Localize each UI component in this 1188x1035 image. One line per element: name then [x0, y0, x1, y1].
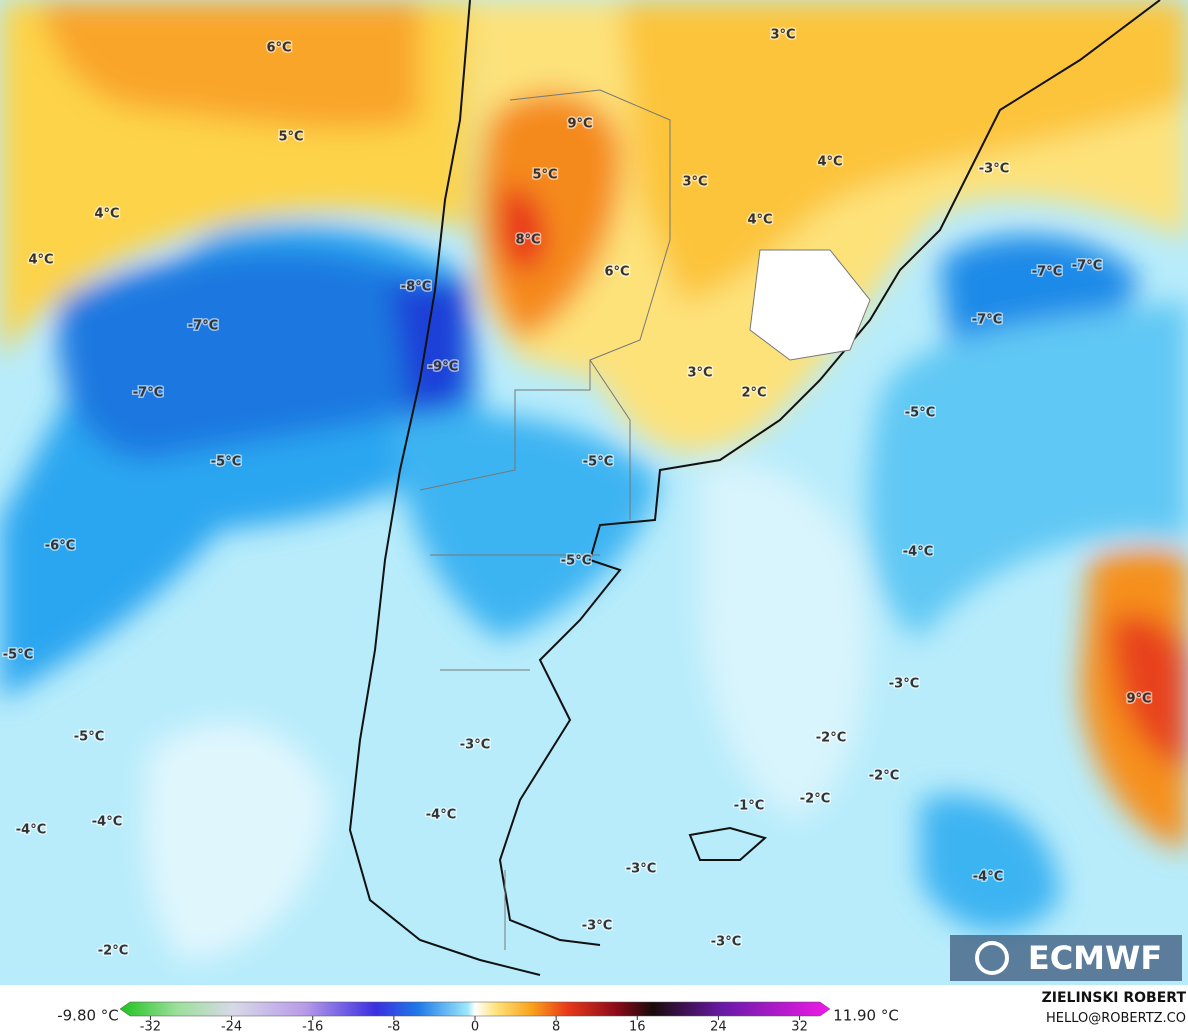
coastlines [348, 0, 1161, 976]
temperature-label: 5°C [532, 168, 557, 183]
map-labels: 6°C 5°C 4°C 4°C -8°C -7°C -9°C -7°C -5°C -6°C -5°C… [1, 26, 1153, 960]
temperature-label: -5°C [561, 554, 591, 569]
temperature-label: -3°C [582, 919, 612, 934]
temperature-label: 3°C [687, 366, 712, 381]
temperature-label: -5°C [211, 455, 241, 470]
temperature-label: -7°C [1072, 259, 1102, 274]
colorbar-min: -9.80 °C [57, 1007, 119, 1025]
temperature-label: -2°C [816, 731, 846, 746]
colorbar-max: 11.90 °C [833, 1007, 899, 1025]
temperature-label: 4°C [817, 155, 842, 170]
logo-text: ECMWF [1028, 939, 1162, 977]
temperature-label: 3°C [682, 175, 707, 190]
temperature-label: 3°C [770, 28, 795, 43]
temperature-label: 4°C [94, 207, 119, 222]
logo: ECMWF [950, 935, 1182, 981]
temperature-label: -4°C [903, 545, 933, 560]
temperature-label: 4°C [747, 213, 772, 228]
temperature-label: -1°C [734, 799, 764, 814]
temperature-label: -5°C [74, 730, 104, 745]
temperature-label: 4°C [28, 253, 53, 268]
temperature-label: -2°C [98, 944, 128, 959]
temperature-label: -7°C [188, 319, 218, 334]
temperature-label: 6°C [604, 265, 629, 280]
temperature-label: 6°C [266, 41, 291, 56]
temperature-label: -6°C [45, 539, 75, 554]
temperature-label: -8°C [401, 280, 431, 295]
temperature-label: -4°C [426, 808, 456, 823]
colorbar-tick-label: 16 [629, 1020, 646, 1035]
colorbar-tick-label: 0 [471, 1020, 479, 1035]
colorbar-tick-label: -32 [140, 1020, 161, 1035]
colorbar [119, 1001, 831, 1017]
credit-name: ZIELINSKI ROBERT [1042, 990, 1187, 1006]
logo-icon [975, 941, 1009, 975]
temperature-label: -3°C [889, 677, 919, 692]
temperature-label: 9°C [567, 117, 592, 132]
temperature-label: -5°C [3, 648, 33, 663]
colorbar-tick-label: -24 [221, 1020, 242, 1035]
colorbar-tick-label: 8 [552, 1020, 560, 1035]
temperature-label: -7°C [972, 313, 1002, 328]
temperature-label: -2°C [800, 792, 830, 807]
temperature-label: -4°C [973, 870, 1003, 885]
colorbar-tick-label: 32 [791, 1020, 808, 1035]
temperature-label: -4°C [16, 823, 46, 838]
temperature-label: -3°C [626, 862, 656, 877]
temperature-label: -5°C [583, 455, 613, 470]
colorbar-tick-label: -8 [387, 1020, 400, 1035]
colorbar-tick-label: -16 [302, 1020, 323, 1035]
temperature-label: -7°C [133, 386, 163, 401]
temperature-label: -3°C [460, 738, 490, 753]
temperature-label: -5°C [905, 406, 935, 421]
colorbar-tick-label: 24 [710, 1020, 727, 1035]
temperature-label: 9°C [1126, 692, 1151, 707]
temperature-label: -7°C [1032, 265, 1062, 280]
temperature-label: -9°C [428, 360, 458, 375]
map: 6°C 5°C 4°C 4°C -8°C -7°C -9°C -7°C -5°C -6°C -5°C… [0, 0, 1188, 985]
temperature-label: -3°C [979, 162, 1009, 177]
temperature-label: -4°C [92, 815, 122, 830]
temperature-label: -3°C [711, 935, 741, 950]
temperature-label: 2°C [741, 386, 766, 401]
temperature-label: 5°C [278, 130, 303, 145]
borders [419, 89, 871, 950]
temperature-label: 8°C [515, 233, 540, 248]
temperature-field [0, 0, 1188, 960]
credit-contact: HELLO@ROBERTZ.CO [1046, 1011, 1186, 1026]
temperature-label: -2°C [869, 769, 899, 784]
